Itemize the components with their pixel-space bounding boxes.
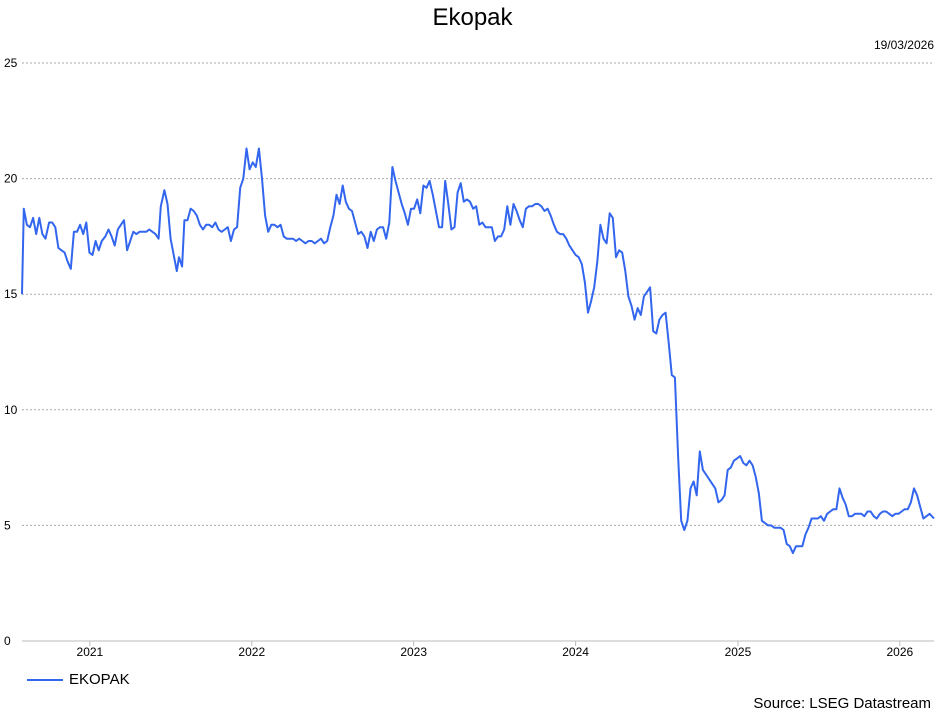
series-line-ekopak — [21, 147, 935, 555]
chart-title: Ekopak — [432, 4, 513, 31]
legend-label-ekopak: EKOPAK — [69, 671, 130, 688]
y-tick-label: 15 — [4, 287, 18, 301]
x-tick-label: 2024 — [562, 645, 589, 659]
x-tick-label: 2023 — [400, 645, 427, 659]
x-tick-label: 2026 — [886, 645, 913, 659]
y-gridlines — [22, 62, 934, 526]
legend: EKOPAK — [27, 671, 130, 688]
y-tick-label: 20 — [4, 172, 18, 186]
y-axis-ticks: 0 5 10 15 20 25 — [4, 56, 18, 648]
x-tick-label: 2021 — [77, 645, 104, 659]
source-note: Source: LSEG Datastream — [753, 695, 931, 712]
y-tick-label: 25 — [4, 56, 18, 70]
x-tick-label: 2022 — [238, 645, 265, 659]
y-tick-label: 5 — [4, 518, 11, 532]
x-axis-ticks: 2021 2022 2023 2024 2025 2026 — [77, 641, 914, 659]
x-tick-label: 2025 — [725, 645, 752, 659]
legend-swatch-ekopak — [27, 678, 63, 681]
chart-date: 19/03/2026 — [873, 38, 934, 52]
series-layer — [21, 147, 935, 555]
y-tick-label: 10 — [4, 403, 18, 417]
y-tick-label: 0 — [4, 634, 11, 648]
